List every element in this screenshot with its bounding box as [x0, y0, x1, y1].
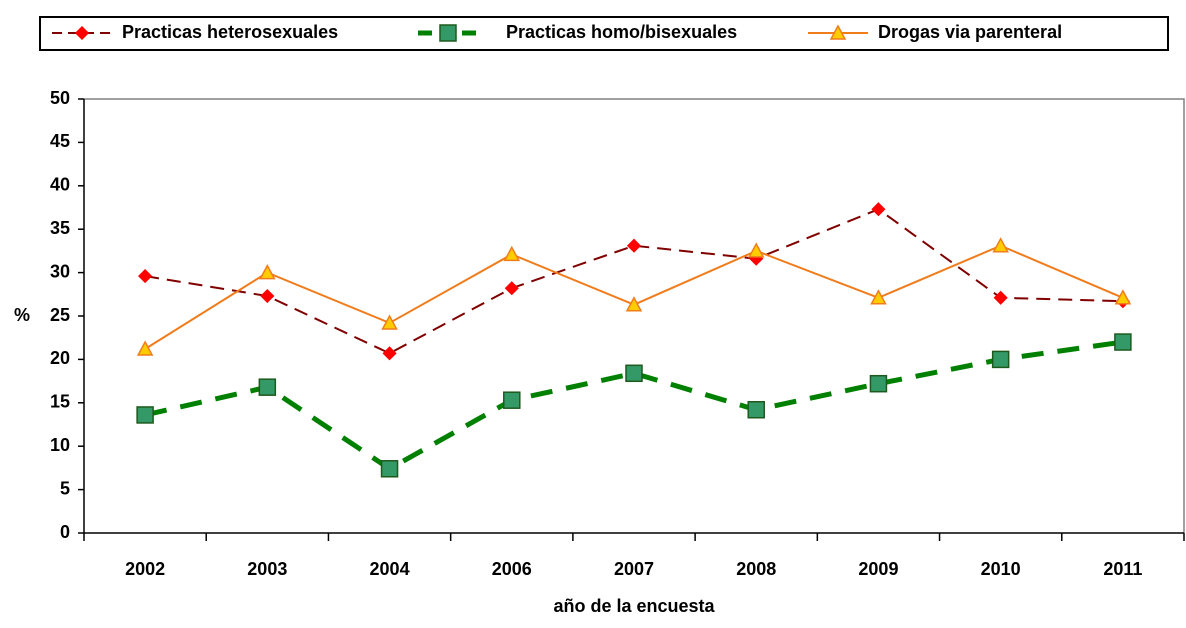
- x-axis-title: año de la encuesta: [553, 596, 715, 616]
- data-point: [993, 290, 1008, 305]
- data-point: [136, 340, 154, 356]
- data-point: [382, 346, 397, 361]
- x-tick-label: 2004: [370, 559, 410, 579]
- data-point: [504, 281, 519, 296]
- data-point: [259, 264, 276, 280]
- y-tick-label: 45: [50, 131, 70, 151]
- legend-label: Practicas homo/bisexuales: [506, 22, 737, 42]
- data-point: [258, 378, 277, 396]
- data-point: [870, 289, 887, 305]
- data-point: [991, 350, 1010, 369]
- y-tick-label: 20: [50, 348, 70, 368]
- legend-label: Practicas heterosexuales: [122, 22, 338, 42]
- x-tick-label: 2008: [736, 559, 776, 579]
- y-tick-label: 10: [50, 435, 70, 455]
- y-tick-label: 25: [50, 305, 70, 325]
- y-tick-label: 40: [50, 175, 70, 195]
- data-point: [503, 245, 521, 262]
- data-point: [1114, 289, 1132, 305]
- x-tick-label: 2010: [981, 559, 1021, 579]
- legend-label: Drogas via parenteral: [878, 22, 1062, 42]
- data-point: [625, 364, 643, 383]
- data-point: [503, 391, 521, 409]
- series-line: [144, 339, 1124, 472]
- y-tick-label: 5: [60, 478, 70, 498]
- x-tick-label: 2002: [125, 559, 165, 579]
- legend-marker: [74, 25, 90, 41]
- data-point: [136, 406, 154, 424]
- data-point: [138, 269, 153, 284]
- data-point: [626, 238, 642, 253]
- data-point: [380, 460, 399, 478]
- y-tick-label: 15: [50, 392, 70, 412]
- x-tick-label: 2003: [247, 559, 287, 579]
- y-tick-label: 35: [50, 218, 70, 238]
- y-tick-label: 30: [50, 261, 70, 281]
- y-tick-label: 50: [50, 88, 70, 108]
- legend-marker: [439, 24, 457, 42]
- x-tick-label: 2011: [1103, 559, 1142, 579]
- data-point: [381, 314, 398, 330]
- data-point: [747, 400, 765, 419]
- data-point: [260, 288, 275, 304]
- data-point: [992, 237, 1009, 253]
- data-point: [869, 374, 888, 393]
- x-tick-label: 2006: [492, 559, 532, 579]
- legend-box: [39, 16, 1169, 51]
- series-line: [144, 208, 1123, 355]
- data-point: [625, 296, 643, 312]
- x-tick-label: 2007: [614, 559, 654, 579]
- legend-marker: [829, 24, 847, 40]
- plot-border: [84, 98, 1185, 533]
- data-point: [871, 202, 886, 217]
- y-tick-label: 0: [60, 522, 70, 542]
- y-axis-title: %: [14, 305, 30, 325]
- data-point: [1114, 333, 1132, 351]
- x-tick-label: 2009: [858, 559, 898, 579]
- data-point: [747, 242, 765, 258]
